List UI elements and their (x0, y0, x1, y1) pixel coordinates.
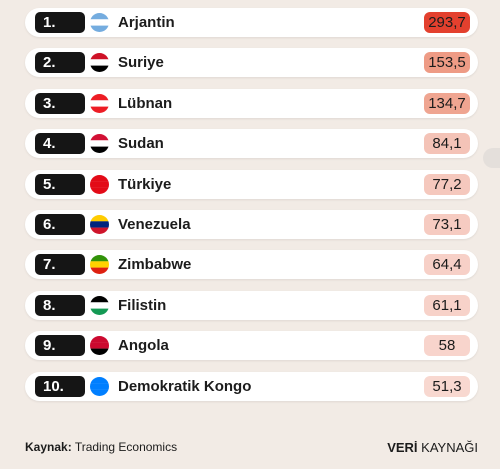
source: Kaynak: Trading Economics (25, 440, 177, 454)
row: 2. Suriye 153,5 (25, 48, 478, 78)
source-name: Trading Economics (74, 440, 178, 454)
value: 134,7 (424, 92, 470, 114)
value: 58 (424, 335, 470, 357)
flag (90, 134, 109, 154)
row: 9. Angola 58 (25, 331, 478, 361)
flag (90, 174, 109, 194)
next-button[interactable] (483, 148, 500, 168)
country-name: Venezuela (118, 216, 191, 233)
row: 8. Filistin 61,1 (25, 290, 478, 320)
flag (90, 336, 109, 356)
rank: 2. (35, 52, 85, 74)
country-name: Demokratik Kongo (118, 377, 252, 395)
country-name: Filistin (118, 296, 167, 314)
country-name: Angola (118, 337, 169, 355)
value: 64,4 (424, 254, 470, 276)
brand-bold: VERİ (387, 440, 418, 455)
country-name: Arjantin (118, 14, 175, 31)
rank: 5. (35, 173, 85, 195)
rank: 4. (35, 133, 85, 155)
row: 4. Sudan 84,1 (25, 129, 478, 159)
flag (90, 376, 109, 396)
row: 6. Venezuela 73,1 (25, 210, 478, 239)
flag (90, 93, 109, 113)
rank: 3. (35, 92, 85, 114)
rank: 7. (35, 254, 85, 276)
row: 10. Demokratik Kongo 51,3 (25, 371, 478, 401)
value: 84,1 (424, 133, 470, 155)
flag (90, 215, 109, 234)
row: 5. Türkiye 77,2 (25, 169, 478, 199)
value: 51,3 (424, 375, 470, 397)
flag (90, 295, 109, 315)
country-name: Suriye (118, 54, 164, 72)
row: 7. Zimbabwe 64,4 (25, 250, 478, 280)
rank: 10. (35, 375, 85, 397)
rank: 6. (35, 214, 85, 235)
value: 153,5 (424, 52, 470, 74)
rank: 1. (35, 12, 85, 33)
value: 293,7 (424, 12, 470, 33)
flag (90, 53, 109, 73)
flag (90, 255, 109, 275)
value: 73,1 (424, 214, 470, 235)
country-name: Lübnan (118, 94, 173, 112)
rank: 9. (35, 335, 85, 357)
brand: VERİ KAYNAĞI (387, 440, 478, 455)
brand-name: KAYNAĞI (421, 440, 478, 455)
country-name: Türkiye (118, 175, 172, 193)
value: 77,2 (424, 173, 470, 195)
flag (90, 13, 109, 32)
country-name: Sudan (118, 135, 164, 153)
rank: 8. (35, 294, 85, 316)
row: 3. Lübnan 134,7 (25, 88, 478, 118)
row: 1. Arjantin 293,7 (25, 8, 478, 37)
country-name: Zimbabwe (118, 256, 192, 274)
value: 61,1 (424, 294, 470, 316)
source-label: Kaynak: (25, 440, 72, 454)
